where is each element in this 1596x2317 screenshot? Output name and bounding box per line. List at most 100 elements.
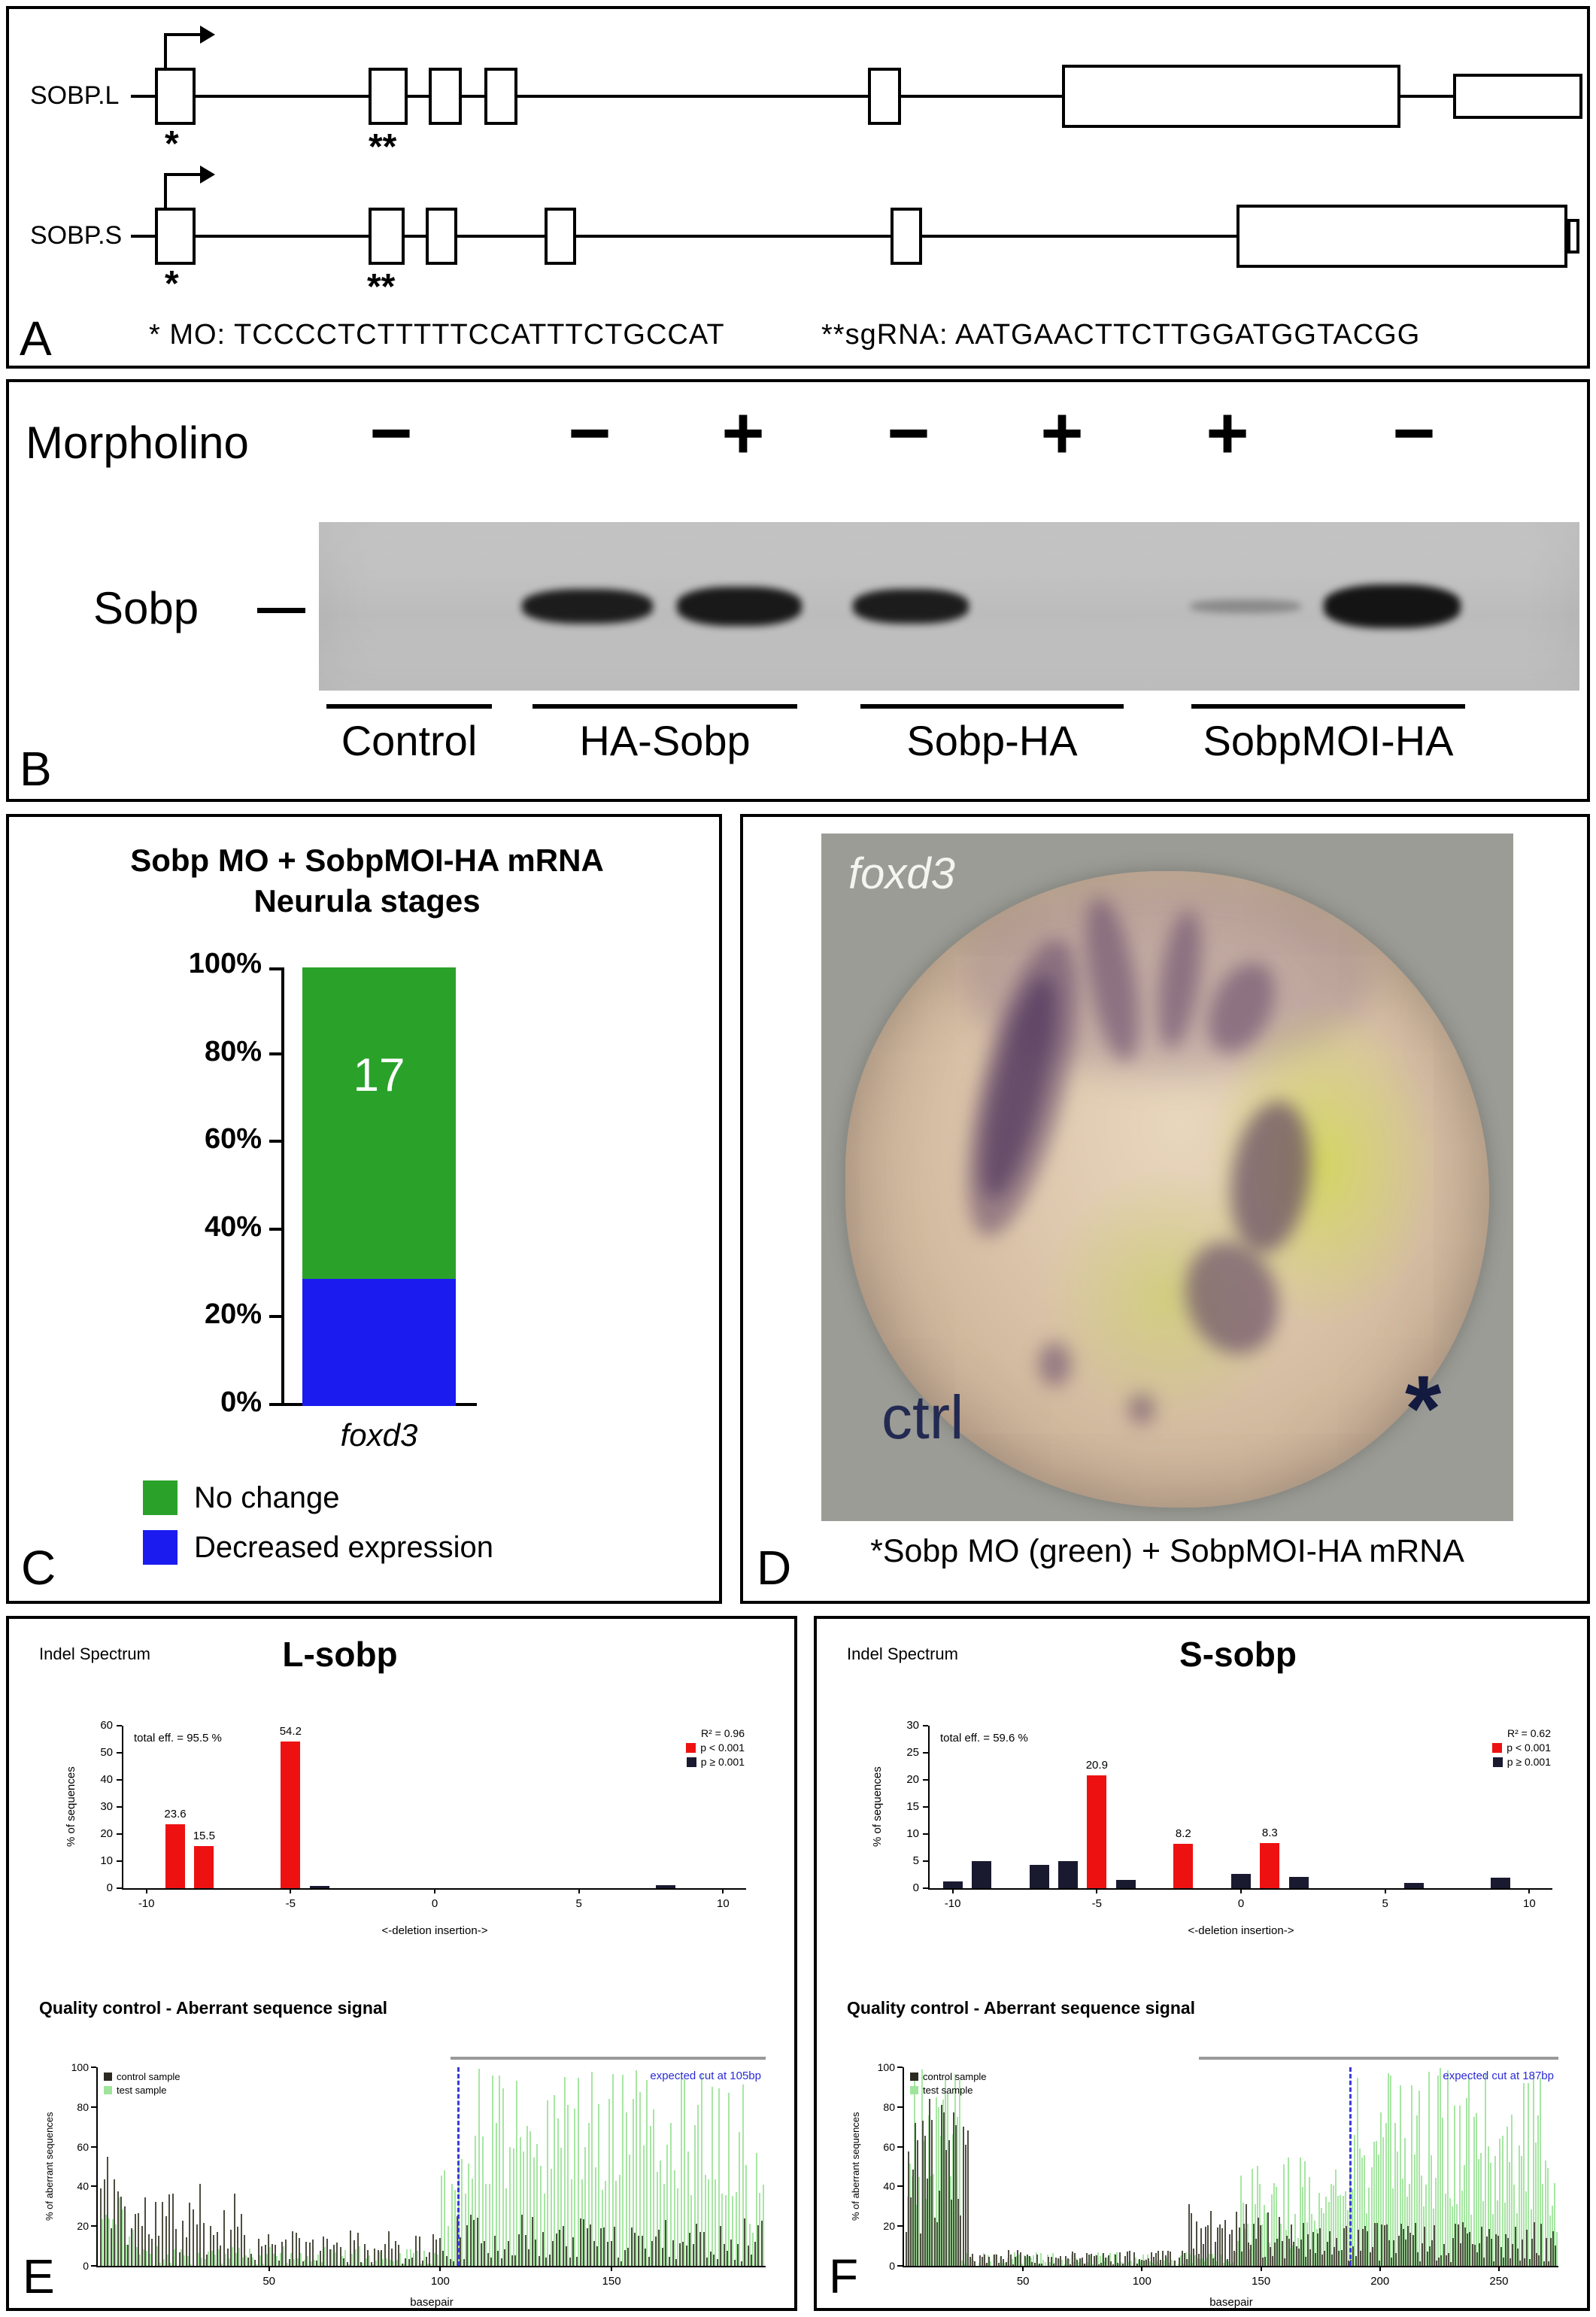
morpholino-sign: + <box>1040 391 1084 474</box>
control-signal-bar <box>1293 2242 1295 2266</box>
test-signal-bar <box>1358 2148 1361 2266</box>
test-signal-bar <box>269 2246 272 2266</box>
test-signal-bar <box>259 2255 261 2266</box>
control-signal-bar <box>1331 2254 1333 2266</box>
control-signal-bar <box>253 2259 256 2266</box>
exon-box <box>155 68 196 125</box>
control-signal-bar <box>1248 2242 1250 2266</box>
test-signal-bar <box>1256 2165 1258 2266</box>
test-signal-bar <box>430 2264 432 2266</box>
control-signal-bar <box>1469 2231 1471 2266</box>
test-signal-bar <box>1270 2194 1273 2266</box>
test-signal-bar <box>978 2263 980 2266</box>
test-signal-bar <box>1549 2215 1551 2266</box>
control-signal-bar <box>1467 2233 1469 2266</box>
test-signal-bar <box>296 2258 299 2266</box>
total-efficiency-label: total eff. = 59.6 % <box>940 1732 1028 1745</box>
test-signal-bar <box>982 2252 985 2266</box>
test-signal-bar <box>598 2103 600 2266</box>
control-signal-bar <box>1312 2231 1314 2266</box>
control-signal-bar <box>1257 2218 1259 2266</box>
control-signal-bar <box>730 2239 732 2266</box>
y-tick <box>269 1140 281 1143</box>
test-signal-bar <box>608 2098 611 2266</box>
test-signal-bar <box>1033 2255 1035 2266</box>
control-signal-bar <box>1015 2256 1017 2266</box>
x-axis-title: <-deletion insertion-> <box>381 1924 488 1937</box>
test-signal-bar <box>550 2169 552 2266</box>
control-signal-bar <box>117 2191 119 2266</box>
control-signal-bar <box>572 2237 575 2266</box>
control-signal-bar <box>1276 2239 1279 2266</box>
control-signal-bar <box>909 2197 912 2266</box>
y-tick <box>117 1779 122 1781</box>
y-tick-label: 40 <box>77 2180 89 2193</box>
control-signal-bar <box>193 2209 194 2266</box>
indel-bar-value: 8.2 <box>1175 1827 1191 1840</box>
control-signal-bar <box>1150 2252 1152 2266</box>
test-signal-bar <box>1437 2075 1440 2266</box>
mo-target-asterisk: * <box>165 124 179 164</box>
control-signal-bar <box>329 2249 332 2266</box>
control-signal-bar <box>299 2238 301 2266</box>
control-signal-bar <box>408 2259 410 2266</box>
test-signal-bar <box>1287 2157 1289 2266</box>
test-signal-bar <box>646 2080 648 2266</box>
control-signal-bar <box>957 2198 960 2266</box>
test-signal-bar <box>529 2131 532 2266</box>
test-signal-bar <box>992 2254 994 2266</box>
test-signal-bar <box>1249 2249 1252 2266</box>
test-signal-bar <box>1370 2167 1373 2266</box>
control-signal-bar <box>154 2202 156 2266</box>
test-signal-bar <box>1325 2196 1327 2266</box>
control-signal-bar <box>1307 2233 1309 2266</box>
morpholino-sign: + <box>1206 391 1249 474</box>
test-signal-bar <box>636 2070 638 2266</box>
test-signal-bar <box>728 2092 730 2266</box>
test-signal-bar <box>649 2125 651 2266</box>
test-signal-bar <box>355 2249 357 2266</box>
test-signal-bar <box>560 2147 563 2266</box>
test-signal-bar <box>1303 2161 1306 2266</box>
control-signal-bar <box>360 2262 363 2266</box>
test-signal-bar <box>331 2249 333 2266</box>
test-signal-bar <box>519 2136 521 2266</box>
exon-box <box>1062 65 1400 128</box>
exon-box <box>545 208 576 265</box>
y-tick-label: 50 <box>100 1746 113 1759</box>
test-signal-bar <box>1528 2082 1530 2266</box>
control-signal-bar <box>630 2227 633 2266</box>
control-signal-bar <box>1231 2229 1233 2266</box>
control-signal-bar <box>1124 2256 1126 2266</box>
panel-c-rescue-chart: Sobp MO + SobpMOI-HA mRNA Neurula stages… <box>6 814 722 1604</box>
control-signal-bar <box>189 2202 191 2266</box>
control-signal-bar <box>1547 2261 1549 2266</box>
control-signal-bar <box>1431 2240 1433 2266</box>
control-signal-bar <box>1395 2252 1397 2266</box>
control-signal-bar <box>178 2252 181 2266</box>
test-signal-bar <box>303 2260 305 2266</box>
control-signal-bar <box>1191 2213 1193 2266</box>
control-signal-bar <box>1543 2261 1545 2266</box>
control-signal-bar <box>1479 2243 1481 2266</box>
control-signal-bar <box>579 2218 581 2266</box>
tss-arrow-shaft <box>164 173 202 176</box>
control-signal-bar <box>1514 2227 1516 2266</box>
test-signal-bar <box>238 2247 241 2266</box>
test-signal-bar <box>1239 2176 1242 2266</box>
control-signal-bar <box>250 2253 253 2266</box>
gene-structure-diagram: SOBP.L * ** SOBP.S * ** <box>9 9 1587 366</box>
control-signal-bar <box>1054 2257 1057 2266</box>
control-signal-bar <box>1402 2228 1404 2266</box>
control-signal-bar <box>583 2218 585 2266</box>
test-signal-bar <box>406 2249 408 2266</box>
indel-legend: R² = 0.62 p < 0.001 p ≥ 0.001 <box>1492 1727 1551 1768</box>
control-signal-bar <box>120 2197 123 2266</box>
test-signal-bar <box>1078 2262 1080 2266</box>
control-signal-bar <box>308 2243 311 2266</box>
y-tick-label: 100% <box>188 948 262 979</box>
control-signal-bar <box>1246 2203 1248 2266</box>
test-signal-bar <box>1290 2249 1291 2266</box>
control-signal-bar <box>1260 2224 1262 2266</box>
test-signal-bar <box>1430 2155 1432 2266</box>
